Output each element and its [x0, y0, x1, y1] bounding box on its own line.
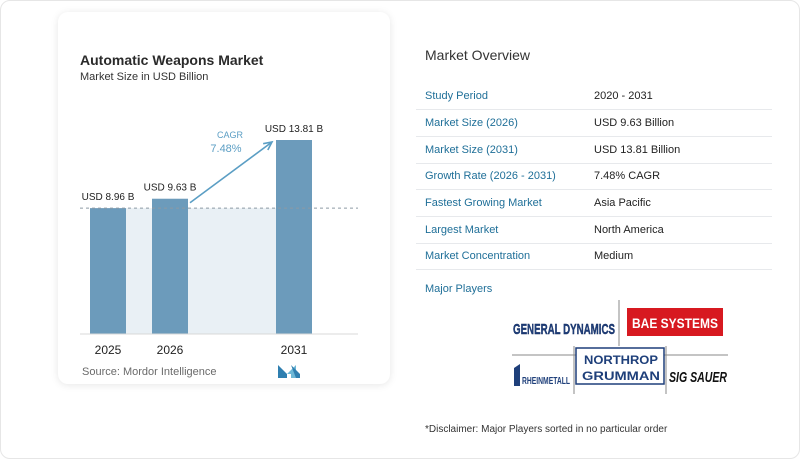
bae-systems-logo: BAE SYSTEMS	[627, 308, 723, 336]
major-players-logos: GENERAL DYNAMICS BAE SYSTEMS NORTHROP GR…	[512, 300, 728, 394]
overview-key: Market Size (2031)	[416, 136, 594, 164]
svg-text:NORTHROP: NORTHROP	[584, 353, 658, 367]
growth-arrow-head	[263, 140, 274, 151]
overview-row: Largest Market North America	[416, 216, 772, 244]
overview-value: 7.48% CAGR	[594, 163, 772, 191]
rheinmetall-logo: RHEINMETALL	[514, 364, 570, 387]
svg-text:RHEINMETALL: RHEINMETALL	[522, 376, 570, 387]
overview-key: Growth Rate (2026 - 2031)	[416, 163, 594, 191]
overview-value: USD 13.81 Billion	[594, 136, 772, 164]
chart-subtitle: Market Size in USD Billion	[80, 71, 209, 83]
svg-text:BAE SYSTEMS: BAE SYSTEMS	[632, 315, 718, 331]
overview-key: Study Period	[416, 83, 594, 111]
overview-key: Market Size (2026)	[416, 109, 594, 137]
bar-2031	[276, 140, 312, 334]
tick-label-2026: 2026	[157, 343, 184, 357]
overview-key: Largest Market	[416, 216, 594, 244]
overview-value: North America	[594, 216, 772, 244]
sig-sauer-logo: SIG SAUER	[669, 369, 727, 386]
overview-row: Market Concentration Medium	[416, 243, 772, 271]
bar-2026	[152, 198, 188, 334]
northrop-grumman-logo: NORTHROP GRUMMAN	[575, 347, 665, 385]
tick-label-2031: 2031	[281, 343, 308, 357]
general-dynamics-logo: GENERAL DYNAMICS	[513, 321, 615, 338]
forecast-shade	[90, 208, 312, 334]
disclaimer-text: *Disclaimer: Major Players sorted in no …	[425, 424, 668, 435]
overview-table: Study Period 2020 - 2031 Market Size (2026…	[416, 83, 772, 271]
bar-2025	[90, 208, 126, 334]
overview-value: 2020 - 2031	[594, 83, 772, 111]
overview-title: Market Overview	[425, 47, 531, 63]
svg-text:GENERAL DYNAMICS: GENERAL DYNAMICS	[513, 321, 615, 338]
data-label-2031: USD 13.81 B	[265, 124, 324, 135]
overview-value: USD 9.63 Billion	[594, 109, 772, 137]
overview-row: Growth Rate (2026 - 2031) 7.48% CAGR	[416, 163, 772, 191]
overview-row: Study Period 2020 - 2031	[416, 83, 772, 111]
overview-row: Market Size (2026) USD 9.63 Billion	[416, 109, 772, 137]
overview-key: Fastest Growing Market	[416, 189, 594, 217]
overview-key: Market Concentration	[416, 243, 594, 271]
chart-title: Automatic Weapons Market	[80, 52, 264, 68]
overview-value: Asia Pacific	[594, 189, 772, 217]
cagr-label: CAGR	[217, 130, 244, 140]
data-label-2026: USD 9.63 B	[144, 183, 197, 194]
bar-chart: USD 8.96 B USD 9.63 B USD 13.81 B 2025 2026 2…	[80, 124, 358, 378]
major-players-title: Major Players	[425, 283, 493, 295]
source-text: Source: Mordor Intelligence	[82, 366, 217, 378]
chart-card: Automatic Weapons Market Market Size in …	[58, 12, 390, 384]
svg-text:GRUMMAN: GRUMMAN	[582, 369, 660, 383]
growth-arrow	[189, 141, 273, 204]
mordor-logo-icon	[278, 365, 300, 378]
overview-row: Fastest Growing Market Asia Pacific	[416, 189, 772, 217]
overview-value: Medium	[594, 243, 772, 271]
overview-row: Market Size (2031) USD 13.81 Billion	[416, 136, 772, 164]
tick-label-2025: 2025	[95, 343, 122, 357]
svg-text:SIG SAUER: SIG SAUER	[669, 369, 727, 386]
cagr-value: 7.48%	[210, 143, 241, 155]
data-label-2025: USD 8.96 B	[82, 192, 135, 203]
